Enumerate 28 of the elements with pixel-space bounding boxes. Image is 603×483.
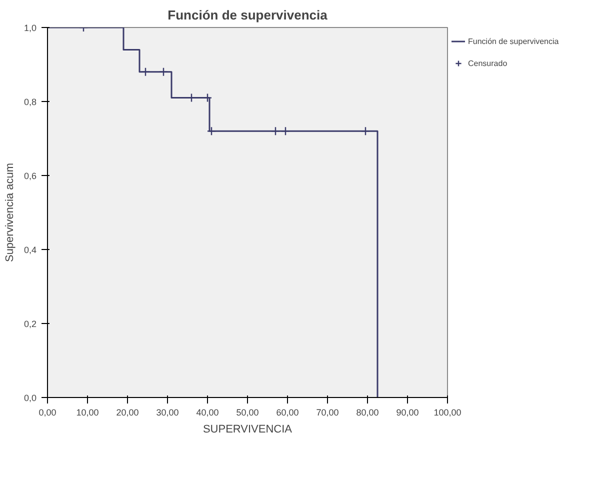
legend-label: Función de supervivencia (468, 36, 559, 46)
y-tick-label: 1,0 (24, 23, 37, 33)
x-tick-label: 40,00 (196, 408, 219, 418)
y-tick-label: 0,0 (24, 393, 37, 403)
x-tick-label: 20,00 (116, 408, 139, 418)
y-tick-label: 0,6 (24, 171, 37, 181)
chart-title: Función de supervivencia (168, 8, 328, 22)
x-axis-title: SUPERVIVENCIA (202, 424, 293, 436)
x-tick-label: 10,00 (76, 408, 99, 418)
point (140, 67, 150, 76)
x-tick-label: 80,00 (356, 408, 379, 418)
point (360, 126, 370, 136)
x-tick-label: 60,00 (276, 408, 299, 418)
x-tick-label: 70,00 (316, 408, 339, 418)
legend-label: Censurado (468, 58, 508, 68)
y-axis-title: Supervivencia acum (4, 162, 16, 262)
point (206, 126, 216, 136)
y-tick-label: 0,2 (24, 319, 37, 329)
point (158, 67, 168, 76)
point (280, 126, 290, 136)
x-tick-label: 100,00 (434, 408, 462, 418)
y-tick-label: 0,4 (24, 245, 37, 255)
y-tick-label: 0,8 (24, 97, 37, 107)
x-tick-label: 0,00 (38, 408, 56, 418)
x-tick-label: 90,00 (396, 408, 419, 418)
x-tick-label: 30,00 (156, 408, 179, 418)
x-tick-label: 50,00 (236, 408, 259, 418)
point (270, 126, 280, 136)
